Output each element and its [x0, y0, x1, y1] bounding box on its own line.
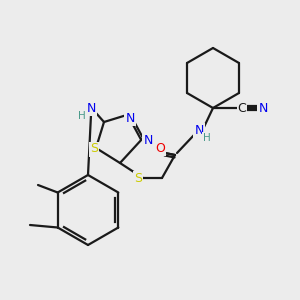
- Text: H: H: [203, 133, 211, 143]
- Text: N: N: [86, 101, 96, 115]
- Text: S: S: [134, 172, 142, 184]
- Text: C: C: [238, 101, 246, 115]
- Text: S: S: [90, 142, 98, 155]
- Text: H: H: [78, 111, 86, 121]
- Text: O: O: [155, 142, 165, 154]
- Text: N: N: [194, 124, 204, 136]
- Text: N: N: [125, 112, 135, 124]
- Text: N: N: [258, 101, 268, 115]
- Text: N: N: [143, 134, 153, 146]
